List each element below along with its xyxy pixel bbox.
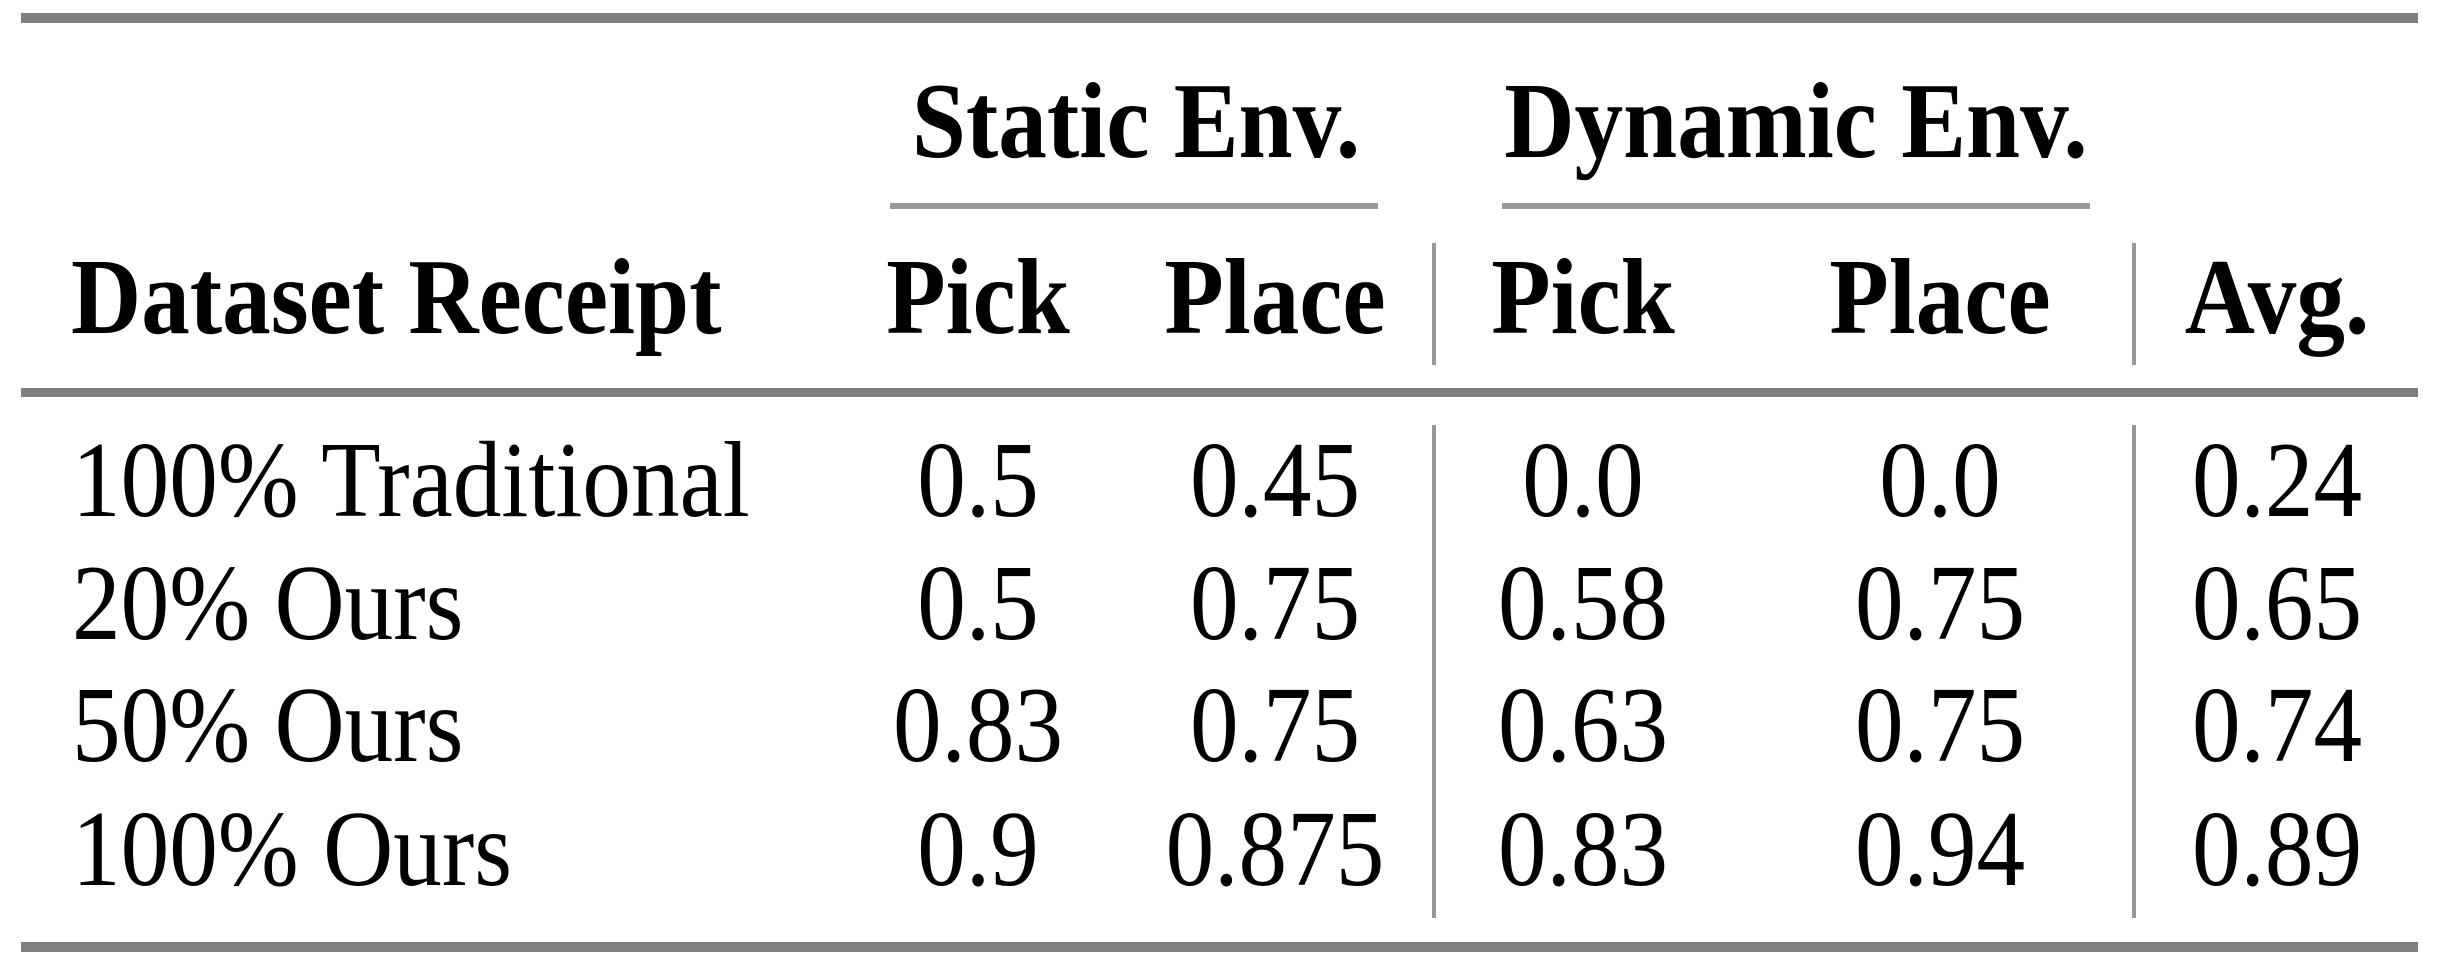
cell-static-pick: 0.83 (892, 666, 1064, 785)
column-header-dynamic-pick: Pick (1491, 238, 1675, 357)
column-header-avg: Avg. (2184, 238, 2370, 357)
vertical-separator-static-dynamic-body (1432, 425, 1436, 918)
cell-dynamic-place: 0.0 (1879, 421, 2001, 540)
row-label: 100% Ours (72, 790, 513, 909)
header-divider-rule (21, 388, 2418, 397)
cell-static-pick: 0.5 (917, 544, 1039, 663)
cell-dynamic-pick: 0.58 (1497, 544, 1669, 663)
cell-avg: 0.24 (2191, 421, 2363, 540)
row-label: 50% Ours (72, 666, 464, 785)
cell-static-pick: 0.5 (917, 421, 1039, 540)
top-rule (21, 13, 2418, 23)
cell-dynamic-place: 0.94 (1854, 790, 2026, 909)
cell-dynamic-pick: 0.83 (1497, 790, 1669, 909)
vertical-separator-static-dynamic-header (1432, 243, 1436, 365)
cell-static-place: 0.75 (1189, 666, 1361, 785)
column-header-dataset-receipt: Dataset Receipt (71, 238, 722, 357)
cell-static-place: 0.75 (1189, 544, 1361, 663)
row-label: 100% Traditional (72, 421, 750, 540)
group-header-static-env: Static Env. (911, 62, 1361, 181)
static-env-group-rule (890, 203, 1378, 209)
dynamic-env-group-rule (1502, 203, 2090, 209)
cell-avg: 0.89 (2191, 790, 2363, 909)
vertical-separator-avg-body (2132, 425, 2136, 918)
column-header-static-pick: Pick (886, 238, 1070, 357)
cell-avg: 0.74 (2191, 666, 2363, 785)
group-header-dynamic-env: Dynamic Env. (1504, 62, 2088, 181)
cell-dynamic-pick: 0.63 (1497, 666, 1669, 785)
cell-dynamic-place: 0.75 (1854, 544, 2026, 663)
column-header-dynamic-place: Place (1829, 238, 2051, 357)
column-header-static-place: Place (1164, 238, 1386, 357)
cell-static-pick: 0.9 (917, 790, 1039, 909)
bottom-rule (21, 942, 2418, 952)
cell-avg: 0.65 (2191, 544, 2363, 663)
cell-static-place: 0.45 (1189, 421, 1361, 540)
cell-dynamic-pick: 0.0 (1522, 421, 1644, 540)
row-label: 20% Ours (72, 544, 464, 663)
cell-static-place: 0.875 (1165, 790, 1385, 909)
vertical-separator-avg-header (2132, 243, 2136, 365)
cell-dynamic-place: 0.75 (1854, 666, 2026, 785)
